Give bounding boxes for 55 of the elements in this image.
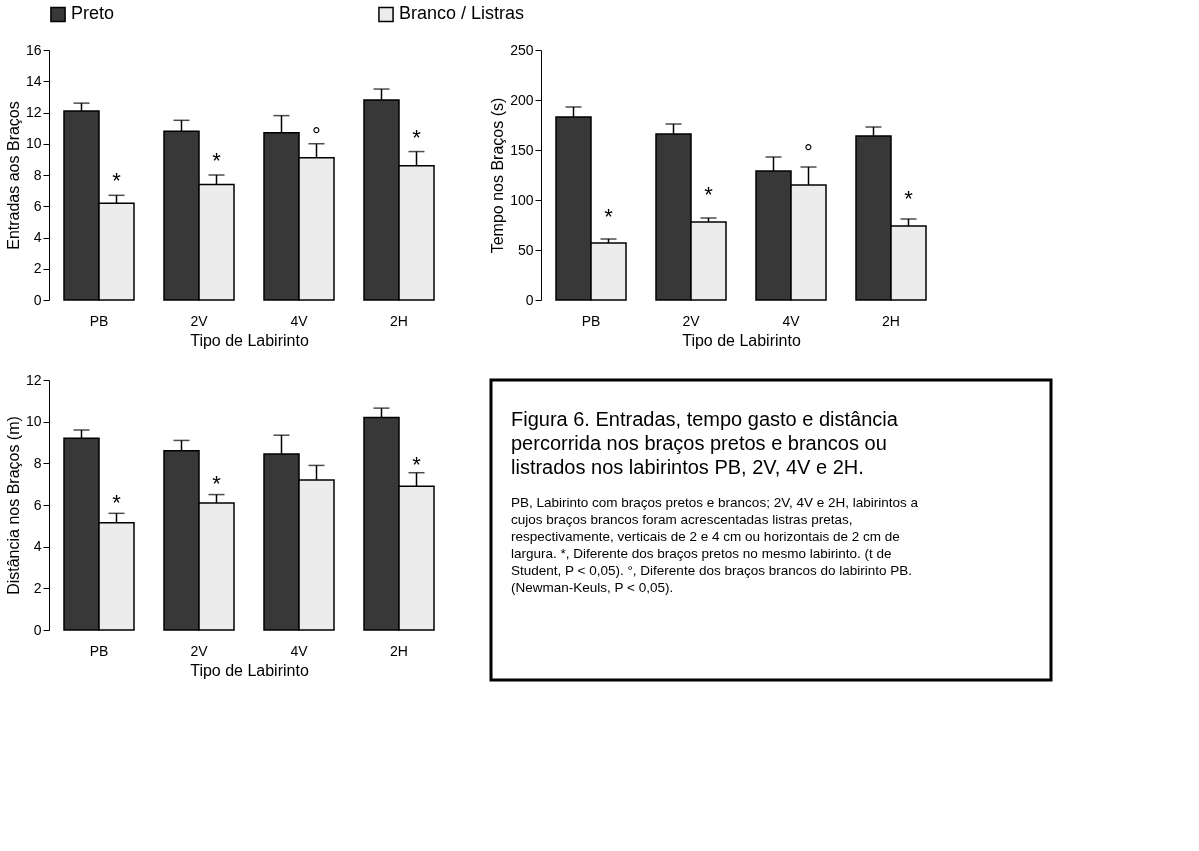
y-tick-label: 150 (510, 141, 534, 158)
annotation: ° (804, 140, 813, 165)
annotation: * (904, 186, 914, 211)
legend-label: Branco / Listras (399, 3, 525, 24)
text: Figura 6. Entradas, tempo gasto e distância percorrida nos braços pretos e brancos ou listrados nos labirintos PB, 2V, 4V e 2H. (511, 408, 899, 478)
legend-label: Preto (71, 3, 115, 24)
y-tick-label: 4 (33, 229, 42, 245)
y-tick-label: 12 (25, 371, 42, 388)
y-tick-label: 16 (25, 41, 42, 58)
x-tick-label: 4V (290, 312, 309, 329)
y-tick-label: 2 (33, 579, 42, 596)
annotation: * (212, 147, 222, 173)
x-tick-label: 2V (190, 312, 209, 329)
y-tick-label: 14 (25, 72, 42, 89)
x-tick-label: 2V (682, 312, 701, 329)
x-tick-label: 4V (782, 312, 801, 329)
x-tick-label: 2H (390, 312, 408, 329)
annotation: * (112, 489, 122, 515)
y-tick-label: 100 (510, 191, 534, 208)
annotation: * (704, 182, 714, 207)
y-tick-label: 8 (33, 454, 42, 471)
x-tick-label: PB (581, 312, 601, 329)
y-tick-label: 0 (33, 621, 42, 638)
annotation: * (112, 168, 122, 194)
y-tick-label: 10 (25, 413, 42, 430)
x-tick-label: PB (89, 642, 109, 659)
y-axis-title: Tempo nos Braços (s) (489, 97, 507, 254)
y-tick-label: 4 (33, 538, 42, 555)
y-tick-label: 8 (33, 166, 42, 183)
y-axis-title: Distância nos Braços (m) (4, 416, 22, 595)
x-tick-label: PB (89, 312, 109, 329)
x-axis-title: Tipo de Labirinto (190, 661, 309, 679)
annotation: * (212, 471, 222, 497)
y-tick-label: 10 (25, 135, 42, 152)
x-tick-label: 2H (882, 312, 900, 329)
y-tick-label: 12 (25, 104, 42, 120)
x-axis-title: Tipo de Labirinto (190, 331, 309, 349)
x-tick-label: 2H (390, 642, 408, 659)
annotation: * (412, 124, 422, 150)
annotation: * (604, 204, 614, 229)
y-tick-label: 250 (510, 41, 534, 58)
text: PB, Labirinto com braços pretos e brancos; 2V, 4V e 2H, labirintos a cujos braços brancos foram acrescentadas listras pretas, respectivamente, verticais de 2 e 4 cm ou horizontais de 2 cm de largura. *, Diferente dos braços pretos no mesmo labirinto. (t de Student, P < 0,05). °, Diferente dos braços brancos do labirinto PB. (Newman-Keuls, P < 0,05). (511, 495, 919, 595)
y-tick-label: 2 (33, 260, 42, 277)
x-tick-label: 2V (190, 642, 209, 659)
y-tick-label: 6 (33, 197, 42, 214)
y-axis-title: Entradas aos Braços (4, 101, 22, 250)
y-tick-label: 200 (510, 91, 534, 108)
x-tick-label: 4V (290, 642, 309, 659)
y-tick-label: 6 (33, 496, 42, 513)
y-tick-label: 0 (525, 291, 534, 308)
y-tick-label: 50 (517, 241, 534, 258)
annotation: * (412, 452, 422, 478)
x-axis-title: Tipo de Labirinto (682, 331, 801, 349)
y-tick-label: 0 (33, 291, 42, 308)
annotation: ° (312, 122, 321, 148)
